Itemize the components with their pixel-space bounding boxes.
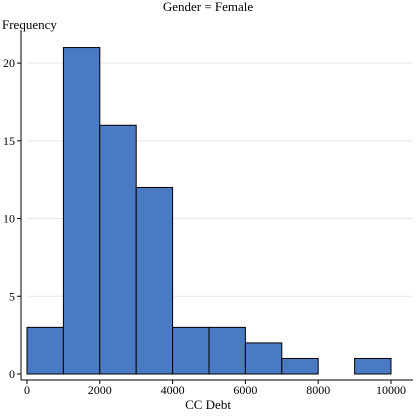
x-axis-label: CC Debt	[185, 397, 231, 412]
bars	[26, 47, 392, 375]
y-ticks: 0 5 10 15 20	[3, 56, 21, 381]
y-tick-label-3: 15	[3, 134, 15, 148]
y-axis-label: Frequency	[2, 17, 57, 32]
x-tick-label-4: 8000	[306, 383, 330, 397]
bar-4	[172, 326, 210, 375]
bar-0	[26, 326, 64, 375]
bar-5	[208, 326, 246, 375]
axes	[20, 30, 413, 381]
y-tick-label-2: 10	[3, 212, 15, 226]
bar-7	[281, 357, 319, 375]
y-tick-label-0: 0	[9, 367, 15, 381]
bar-2	[99, 124, 137, 375]
y-tick-label-4: 20	[3, 56, 15, 70]
x-tick-label-1: 2000	[88, 383, 112, 397]
bar-6	[244, 342, 283, 375]
y-tick-label-1: 5	[9, 289, 15, 303]
bar-3	[135, 186, 174, 375]
x-tick-label-0: 0	[24, 383, 30, 397]
x-tick-label-5: 10000	[376, 383, 406, 397]
bar-9	[354, 357, 392, 375]
x-tick-label-3: 6000	[233, 383, 257, 397]
chart-title: Gender = Female	[163, 0, 254, 14]
bar-1	[62, 47, 101, 375]
x-ticks: 0 2000 4000 6000 8000 10000	[24, 380, 406, 397]
x-tick-label-2: 4000	[161, 383, 185, 397]
